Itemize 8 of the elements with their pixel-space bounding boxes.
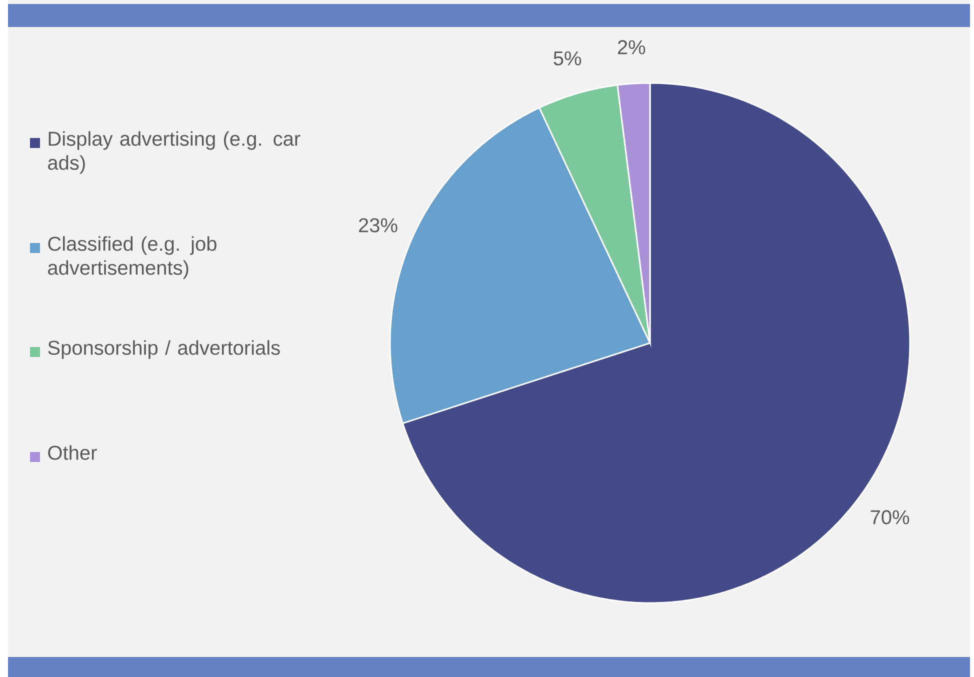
legend-label: Display advertising (e.g. car ads) [48,131,300,174]
legend-label: Sponsorship / advertorials [48,340,280,359]
data-label: 2% [618,40,646,54]
data-label: 23% [358,218,398,232]
legend-label: Classified (e.g. job advertisements) [48,236,216,279]
data-label: 70% [870,510,910,524]
legend-label: Other [48,445,97,460]
data-label: 5% [554,51,582,66]
